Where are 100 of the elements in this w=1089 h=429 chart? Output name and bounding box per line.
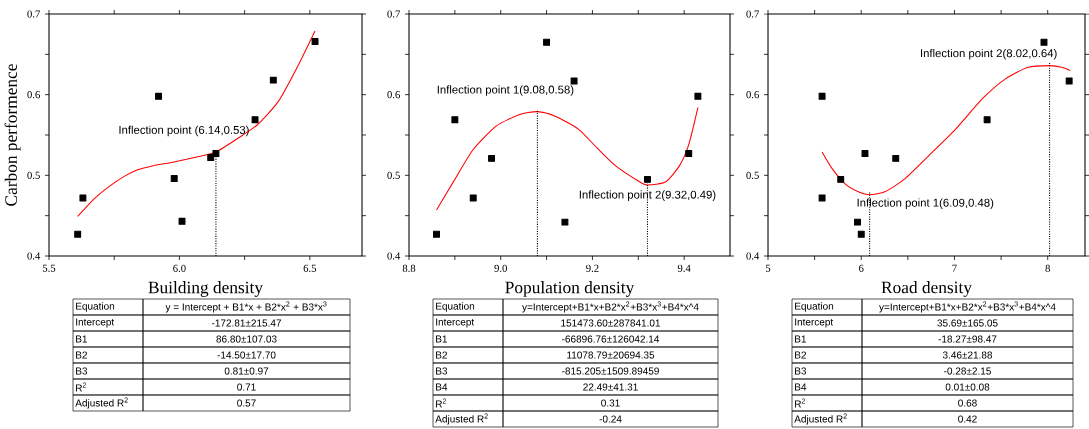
text: y=Intercept+B1*x+B2*x$^{2}$+B3*x$^{3}$+B4*x^4 (879, 301, 1056, 313)
x-tick-label: 9.2 (586, 264, 599, 272)
text: Adjusted R$^{2}$ (75, 397, 128, 409)
line-series (77, 30, 316, 218)
point (854, 218, 861, 226)
text: B4 (795, 383, 807, 391)
annotation: Inflection point 2(8.02,0.64) (921, 48, 1057, 60)
point (837, 175, 845, 183)
text: R$^{2}$ (76, 382, 87, 392)
text: B3 (795, 367, 807, 375)
y-tick-label: 0.6 (387, 91, 400, 99)
text: B3 (76, 367, 88, 375)
point (311, 37, 319, 45)
y-tick-label: 0.7 (746, 10, 759, 18)
text: 0.01±0.08 (945, 383, 990, 391)
x-tick-label: 9.0 (494, 264, 507, 272)
point (543, 38, 551, 46)
text: 22.49±41.31 (583, 383, 638, 391)
y-tick-label: 0.4 (27, 252, 41, 260)
text: Equation (795, 302, 834, 312)
point (207, 154, 215, 162)
point (155, 92, 163, 100)
text: Intercept (76, 318, 115, 328)
annotation: Inflection point (6.14,0.53) (119, 125, 249, 137)
y-tick-label: 0.5 (27, 171, 40, 179)
text: B2 (436, 351, 447, 359)
text: Adjusted R$^{2}$ (435, 413, 488, 425)
x-tick-label: 9.4 (677, 264, 691, 272)
text: B1 (76, 335, 88, 343)
y-tick-label: 0.4 (387, 252, 401, 260)
text: Equation (76, 302, 115, 312)
y-tick-label: 0.5 (387, 171, 400, 179)
point (570, 77, 578, 85)
text: Intercept (795, 318, 834, 328)
y-tick-label: 0.5 (746, 171, 759, 179)
text: Intercept (436, 318, 475, 328)
text: -0.28±2.15 (944, 367, 991, 375)
text: R$^{2}$ (436, 398, 447, 408)
point (74, 230, 82, 238)
point (170, 175, 178, 183)
text: B3 (436, 367, 448, 375)
text: 0.42 (958, 415, 977, 423)
point (857, 230, 865, 238)
x-tick-label: 6 (859, 264, 864, 272)
point (685, 150, 693, 158)
y-axis-title: Carbon performence (4, 64, 21, 206)
text: B4 (436, 383, 448, 391)
text: -172.81±215.47 (211, 319, 281, 327)
y-tick-label: 0.4 (746, 252, 760, 260)
point (433, 230, 440, 238)
point (818, 92, 826, 100)
point (251, 116, 259, 124)
x-axis-title: Building density (148, 281, 263, 297)
text: 0.81±0.97 (224, 367, 269, 375)
line-series (821, 65, 1071, 196)
text: -815.205±1509.89459 (562, 367, 659, 375)
x-tick-label: 6.5 (303, 264, 317, 272)
point (269, 76, 277, 84)
text: B2 (76, 351, 87, 359)
y-tick-label: 0.6 (27, 91, 40, 99)
point (1040, 38, 1048, 46)
text: y=Intercept+B1*x+B2*x$^{2}$+B3*x$^{3}$+B4*x^4 (522, 301, 699, 313)
x-tick-label: 8 (1045, 264, 1050, 272)
text: Equation (436, 302, 475, 312)
text: 11078.79±20694.35 (567, 351, 655, 359)
point (643, 175, 651, 183)
point (1065, 77, 1073, 85)
text: 0.57 (237, 399, 256, 407)
annotation: Inflection point 2(9.32,0.49) (579, 190, 716, 201)
x-axis-title: Road density (881, 281, 972, 297)
point (561, 218, 569, 226)
text: -0.24 (599, 415, 622, 423)
point (488, 154, 496, 162)
point (212, 150, 220, 158)
text: y = Intercept + B1*x + B2*x$^{2}$ + B3*x$^{3}$ (165, 301, 327, 313)
y-tick-label: 0.6 (746, 91, 759, 99)
x-tick-label: 6.0 (173, 264, 186, 272)
x-tick-label: 7 (952, 264, 957, 272)
text: -14.50±17.70 (217, 351, 276, 359)
text: 3.46±21.88 (942, 351, 993, 359)
point (818, 194, 826, 202)
text: 35.69±165.05 (937, 319, 998, 327)
text: 86.80±107.03 (216, 335, 277, 343)
x-axis-title: Population density (505, 281, 635, 297)
point (892, 154, 900, 162)
text: B1 (436, 335, 448, 343)
text: -66896.76±126042.14 (562, 335, 660, 343)
point (861, 150, 869, 158)
text: B1 (795, 335, 807, 343)
text: B2 (795, 351, 806, 359)
point (451, 116, 459, 124)
point (983, 116, 991, 124)
text: -18.27±98.47 (938, 335, 997, 343)
x-tick-label: 5.5 (42, 264, 56, 272)
text: 0.68 (958, 399, 977, 407)
text: 0.71 (237, 383, 256, 391)
annotation: Inflection point 1(6.09,0.48) (857, 198, 994, 209)
point (694, 92, 702, 100)
x-tick-label: 8.8 (402, 264, 416, 272)
x-tick-label: 5 (765, 264, 771, 272)
